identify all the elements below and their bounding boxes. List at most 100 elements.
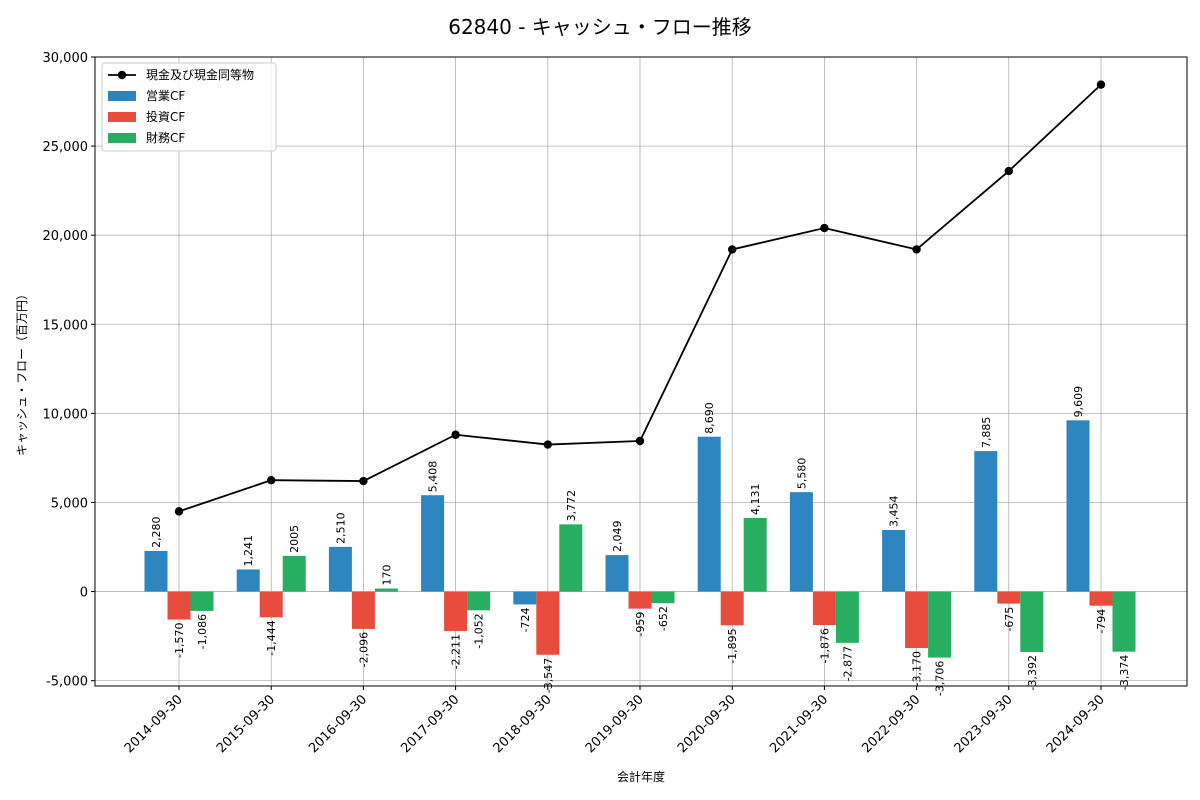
bar-operating <box>882 530 906 592</box>
cash-line-point <box>820 223 829 233</box>
legend-entry: 財務CF <box>146 130 185 145</box>
x-tick-label: 2024-09-30 <box>1044 692 1108 756</box>
data-label: -3,374 <box>1118 655 1131 690</box>
cash-line-point <box>359 476 368 486</box>
data-labels: 2,280 1,241 2,510 5,408 -724 2,049 8,690 5,580 3… <box>150 386 1131 696</box>
bar-operating <box>1066 420 1090 592</box>
data-label: 2,280 <box>150 516 163 548</box>
data-label: 7,885 <box>980 417 993 449</box>
data-label: -959 <box>634 612 647 637</box>
legend-swatch <box>108 91 136 101</box>
bar-financing <box>835 591 859 643</box>
cash-line-point <box>451 430 460 439</box>
data-label: 2,049 <box>611 521 624 553</box>
data-label: 4,131 <box>749 483 762 515</box>
legend-entry: 営業CF <box>146 89 185 103</box>
cash-line-point <box>1004 166 1013 176</box>
bar-investing <box>905 591 929 649</box>
bar-investing <box>1089 591 1113 606</box>
data-label: -2,877 <box>841 646 854 681</box>
bar-operating <box>236 569 260 592</box>
chart-title: 62840 - キャッシュ・フロー推移 <box>448 15 752 39</box>
data-label: -652 <box>657 606 670 631</box>
x-tick-label: 2018-09-30 <box>491 692 555 756</box>
data-label: -1,570 <box>173 623 186 658</box>
y-tick-label: 5,000 <box>51 496 88 511</box>
data-label: -3,392 <box>1026 655 1039 690</box>
bar-financing <box>1112 591 1136 652</box>
y-tick-label: 30,000 <box>43 51 89 66</box>
bar-investing <box>351 591 375 629</box>
y-axis-ticks: -5,000 0 5,000 10,000 15,000 20,000 25,000 30,0… <box>43 51 95 690</box>
data-label: -1,444 <box>265 620 278 655</box>
bar-investing <box>167 591 191 620</box>
bar-financing <box>374 588 398 592</box>
y-axis-label: キャッシュ・フロー（百万円） <box>15 288 29 456</box>
grid <box>95 56 1187 686</box>
cash-line-point <box>267 475 276 485</box>
data-label: -1,086 <box>196 614 209 649</box>
data-label: -1,876 <box>818 628 831 663</box>
data-label: 9,609 <box>1072 386 1085 418</box>
data-label: 1,241 <box>242 535 255 567</box>
bar-investing <box>997 591 1021 604</box>
bar-investing <box>812 591 836 625</box>
bar-financing <box>282 555 306 592</box>
bar-financing <box>559 524 583 592</box>
bar-investing <box>536 591 560 655</box>
data-label: -3,547 <box>542 658 555 693</box>
bar-operating <box>328 546 352 592</box>
x-tick-label: 2022-09-30 <box>859 692 923 756</box>
y-tick-label: 10,000 <box>43 407 89 422</box>
data-label: 3,454 <box>888 496 901 528</box>
data-label: -724 <box>519 607 532 632</box>
data-label: 5,408 <box>427 461 440 493</box>
x-tick-label: 2021-09-30 <box>767 692 831 756</box>
cash-line-point <box>635 436 645 446</box>
bar-investing <box>259 591 283 618</box>
data-label: -794 <box>1095 609 1108 634</box>
bar-operating <box>421 495 445 592</box>
x-tick-label: 2023-09-30 <box>952 692 1016 756</box>
y-tick-label: 25,000 <box>43 140 89 155</box>
x-axis-label: 会計年度 <box>617 769 665 784</box>
data-label: 2005 <box>288 525 301 553</box>
y-tick-label: 20,000 <box>43 229 89 244</box>
plot-frame <box>94 56 1188 687</box>
x-tick-label: 2017-09-30 <box>398 692 462 756</box>
data-label: 5,580 <box>795 458 808 490</box>
legend-swatch <box>108 133 136 143</box>
bar-investing <box>628 591 652 609</box>
bar-financing <box>651 591 675 604</box>
bars <box>144 420 1136 658</box>
cash-line-point <box>174 507 184 516</box>
bar-financing <box>1020 591 1044 653</box>
cash-line-point <box>912 245 921 254</box>
data-label: -675 <box>1003 607 1016 632</box>
x-tick-label: 2019-09-30 <box>583 692 647 756</box>
y-tick-label: 15,000 <box>43 318 89 333</box>
bar-investing <box>444 591 468 631</box>
data-label: -2,096 <box>357 632 370 667</box>
legend-frame <box>101 62 277 152</box>
bar-operating <box>974 451 998 592</box>
cash-line-point <box>728 245 737 254</box>
bar-operating <box>513 591 537 605</box>
cash-line-point <box>543 440 552 449</box>
data-label: -1,895 <box>726 628 739 663</box>
data-label: 170 <box>380 565 393 586</box>
bar-investing <box>720 591 744 626</box>
bar-operating <box>697 436 721 592</box>
cash-line <box>174 80 1106 516</box>
cash-line-point <box>1096 80 1106 89</box>
legend-marker <box>117 70 127 80</box>
x-tick-label: 2014-09-30 <box>122 692 186 756</box>
data-label: 3,772 <box>565 490 578 522</box>
x-axis-ticks: 2014-09-30 2015-09-30 2016-09-30 2017-09-30… <box>122 686 1108 756</box>
legend-entry: 現金及び現金同等物 <box>146 67 254 82</box>
x-tick-label: 2016-09-30 <box>306 692 370 756</box>
bar-operating <box>789 492 813 592</box>
bar-financing <box>190 591 214 611</box>
bar-financing <box>743 517 767 592</box>
